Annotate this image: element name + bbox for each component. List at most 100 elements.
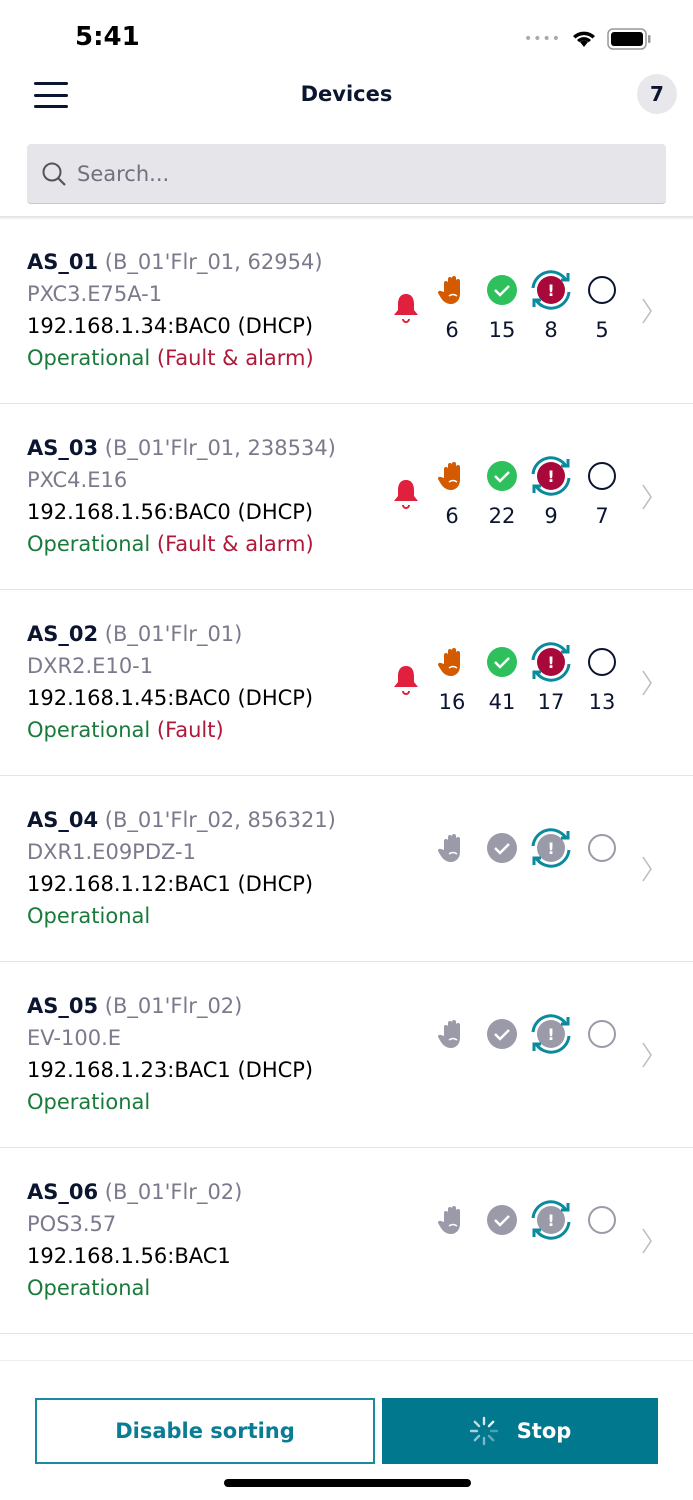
device-model: POS3.57 [27,1212,117,1236]
device-state: Operational [27,1090,151,1114]
device-model: EV-100.E [27,1026,122,1050]
stop-button[interactable]: Stop [382,1398,658,1464]
svg-text:!: ! [547,281,554,300]
ok-check-icon [482,642,522,682]
status-count: 22 [488,504,516,528]
chevron-right-icon[interactable] [640,482,654,512]
status-bar: 5:41 •••• [0,0,693,70]
status-count: 15 [488,318,516,342]
sync-fault-icon: ! [523,262,579,318]
ok-check-icon [482,456,522,496]
status-count: 41 [488,690,516,714]
ok-check-icon [482,1014,522,1054]
device-fault: (Fault) [156,718,224,742]
spinner-icon [469,1416,498,1446]
wifi-icon [573,31,595,47]
home-indicator [224,1479,471,1487]
device-location: (B_01'Flr_02) [104,1180,243,1204]
unknown-circle-icon [582,270,622,310]
device-name: AS_03 [27,436,99,460]
device-address: 192.168.1.56:BAC1 [27,1244,231,1268]
svg-text:!: ! [547,1025,554,1044]
app-header: Devices 7 [0,70,693,120]
device-row[interactable]: AS_01 (B_01'Flr_01, 62954) PXC3.E75A-1 1… [0,218,693,404]
unknown-circle-icon [582,828,622,868]
page-title: Devices [300,82,393,106]
device-address: 192.168.1.56:BAC0 (DHCP) [27,500,314,524]
device-row[interactable]: AS_04 (B_01'Flr_02, 856321) DXR1.E09PDZ-… [0,776,693,962]
manual-hand-icon [432,456,472,496]
signal-icon: •••• [523,31,561,47]
device-row[interactable]: AS_02 (B_01'Flr_01) DXR2.E10-1 192.168.1… [0,590,693,776]
svg-text:!: ! [547,1211,554,1230]
status-count: 5 [595,318,609,342]
device-name: AS_02 [27,622,99,646]
device-state: Operational [27,532,151,556]
device-row[interactable]: AS_06 (B_01'Flr_02) POS3.57 192.168.1.56… [0,1148,693,1334]
status-count: 7 [595,504,609,528]
device-list: AS_01 (B_01'Flr_01, 62954) PXC3.E75A-1 1… [0,218,693,1334]
svg-text:!: ! [547,467,554,486]
chevron-right-icon[interactable] [640,668,654,698]
device-location: (B_01'Flr_01, 238534) [104,436,336,460]
device-count-badge[interactable]: 7 [637,74,677,114]
manual-hand-icon [432,1014,472,1054]
search-bar[interactable] [27,144,666,204]
status-time: 5:41 [75,22,140,52]
bell-icon [386,288,426,328]
bell-icon [386,660,426,700]
device-name: AS_04 [27,808,99,832]
chevron-right-icon[interactable] [640,1040,654,1070]
device-state: Operational [27,346,151,370]
device-row[interactable]: AS_03 (B_01'Flr_01, 238534) PXC4.E16 192… [0,404,693,590]
device-location: (B_01'Flr_02, 856321) [104,808,336,832]
unknown-circle-icon [582,456,622,496]
footer: Disable sorting Stop [0,1360,693,1500]
ok-check-icon [482,270,522,310]
svg-text:!: ! [547,839,554,858]
device-location: (B_01'Flr_01) [104,622,243,646]
search-input[interactable] [77,161,577,186]
status-count: 6 [445,318,459,342]
device-address: 192.168.1.12:BAC1 (DHCP) [27,872,314,896]
device-address: 192.168.1.23:BAC1 (DHCP) [27,1058,314,1082]
header-shadow [0,216,693,220]
sync-fault-icon: ! [523,448,579,504]
chevron-right-icon[interactable] [640,1226,654,1256]
device-model: PXC4.E16 [27,468,128,492]
svg-text:!: ! [547,653,554,672]
chevron-right-icon[interactable] [640,296,654,326]
device-name: AS_06 [27,1180,99,1204]
unknown-circle-icon [582,1014,622,1054]
battery-icon [607,28,651,50]
status-count: 16 [438,690,466,714]
device-address: 192.168.1.34:BAC0 (DHCP) [27,314,314,338]
device-model: DXR1.E09PDZ-1 [27,840,196,864]
status-count: 9 [544,504,558,528]
unknown-circle-icon [582,642,622,682]
status-count: 13 [588,690,616,714]
bell-icon [386,474,426,514]
disable-sorting-button[interactable]: Disable sorting [35,1398,375,1464]
sync-fault-icon: ! [523,1192,579,1248]
unknown-circle-icon [582,1200,622,1240]
menu-icon[interactable] [34,82,68,108]
sync-fault-icon: ! [523,634,579,690]
chevron-right-icon[interactable] [640,854,654,884]
device-model: PXC3.E75A-1 [27,282,163,306]
device-row[interactable]: AS_05 (B_01'Flr_02) EV-100.E 192.168.1.2… [0,962,693,1148]
sync-fault-icon: ! [523,1006,579,1062]
status-count: 6 [445,504,459,528]
manual-hand-icon [432,270,472,310]
device-location: (B_01'Flr_02) [104,994,243,1018]
device-state: Operational [27,1276,151,1300]
device-location: (B_01'Flr_01, 62954) [104,250,323,274]
sync-fault-icon: ! [523,820,579,876]
device-address: 192.168.1.45:BAC0 (DHCP) [27,686,314,710]
stop-label: Stop [516,1419,572,1443]
ok-check-icon [482,828,522,868]
device-name: AS_01 [27,250,99,274]
device-model: DXR2.E10-1 [27,654,154,678]
manual-hand-icon [432,642,472,682]
search-icon [42,162,66,186]
